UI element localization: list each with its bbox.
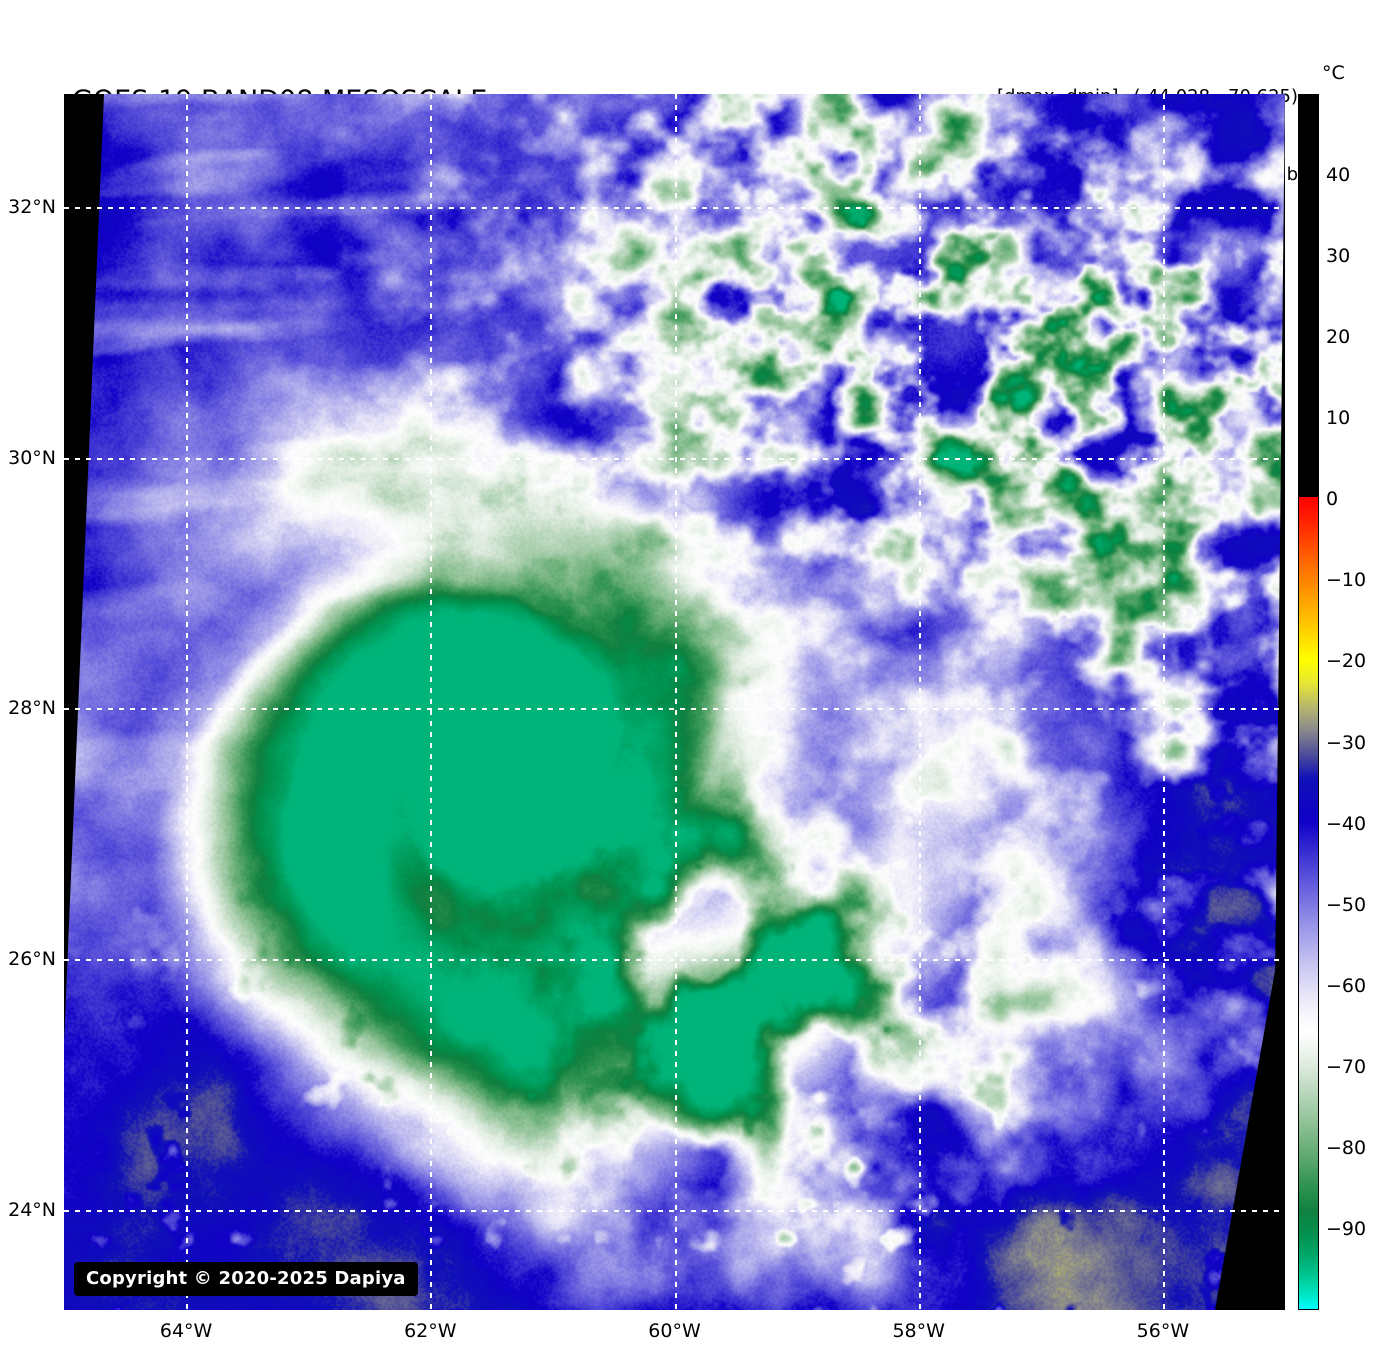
colorbar-tick--10: −10 xyxy=(1326,569,1367,592)
lat-tick-label-26: 26°N xyxy=(8,947,56,970)
lon-tick-label-62: 62°W xyxy=(404,1320,457,1342)
lon-tick-label-64: 64°W xyxy=(159,1320,213,1342)
colorbar-tick-0: 0 xyxy=(1326,488,1339,511)
copyright-badge: Copyright © 2020-2025 Dapiya xyxy=(74,1262,418,1296)
lon-tick-label-60: 60°W xyxy=(648,1320,701,1342)
colorbar-tick-20: 20 xyxy=(1326,326,1351,349)
colorbar-tick-10: 10 xyxy=(1326,407,1351,430)
lat-tick-label-30: 30°N xyxy=(8,446,56,469)
lon-tick-label-56: 56°W xyxy=(1136,1320,1190,1342)
colorbar-tick-30: 30 xyxy=(1326,245,1351,268)
lat-tick-label-24: 24°N xyxy=(8,1198,56,1221)
colorbar-tick--90: −90 xyxy=(1326,1217,1367,1240)
colorbar-tick--70: −70 xyxy=(1326,1055,1367,1078)
colorbar-tick-40: 40 xyxy=(1326,164,1351,187)
temperature-colorbar[interactable] xyxy=(1298,94,1319,1310)
colorbar-tick--60: −60 xyxy=(1326,974,1367,997)
satellite-infrared-raster xyxy=(64,94,1285,1310)
lat-tick-label-32: 32°N xyxy=(8,195,56,218)
lat-tick-label-28: 28°N xyxy=(8,697,56,720)
colorbar-tick--20: −20 xyxy=(1326,650,1367,673)
lon-tick-label-58: 58°W xyxy=(892,1320,945,1342)
colorbar-unit-label: °C xyxy=(1322,62,1345,84)
colorbar-tick--50: −50 xyxy=(1326,893,1367,916)
colorbar-tick--30: −30 xyxy=(1326,731,1367,754)
satellite-image-plot[interactable]: Copyright © 2020-2025 Dapiya xyxy=(64,94,1285,1310)
colorbar-tick--40: −40 xyxy=(1326,812,1367,835)
colorbar-tick--80: −80 xyxy=(1326,1136,1367,1159)
